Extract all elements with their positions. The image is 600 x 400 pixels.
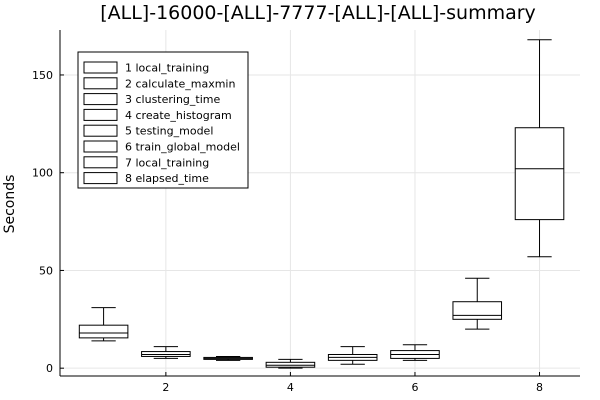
box-4 — [265, 358, 316, 369]
legend-swatch-1 — [83, 61, 118, 74]
box-8-iqr — [514, 127, 565, 221]
legend-label-7: 7 local_training — [125, 156, 209, 169]
x-tick-label-2: 2 — [162, 381, 169, 394]
box-8 — [514, 39, 565, 258]
legend-label-5: 5 testing_model — [125, 125, 213, 138]
legend-swatch-5 — [83, 124, 118, 137]
legend-label-2: 2 calculate_maxmin — [125, 77, 235, 90]
y-axis-label: Seconds — [2, 175, 18, 234]
legend-swatch-3 — [83, 93, 118, 106]
x-tick-label-4: 4 — [287, 381, 294, 394]
axes — [59, 30, 580, 377]
x-tick-label-8: 8 — [536, 381, 543, 394]
legend-label-6: 6 train_global_model — [125, 141, 240, 154]
y-tick-label-150: 150 — [32, 69, 53, 82]
box-7-iqr — [452, 301, 503, 320]
box-2 — [141, 346, 191, 359]
y-tick-label-100: 100 — [32, 167, 53, 180]
box-7 — [452, 277, 503, 330]
box-3 — [203, 355, 253, 361]
boxes — [78, 39, 565, 369]
box-1-iqr — [78, 324, 129, 339]
legend-swatch-4 — [83, 108, 118, 121]
box-1 — [78, 307, 129, 342]
legend-label-1: 1 local_training — [125, 62, 209, 75]
legend: 1 local_training 2 calculate_maxmin 3 clus… — [77, 51, 249, 189]
legend-swatch-7 — [83, 156, 118, 169]
legend-label-3: 3 clustering_time — [125, 93, 220, 106]
box-5 — [327, 346, 378, 365]
x-tick-label-6: 6 — [411, 381, 418, 394]
chart-title: [ALL]-16000-[ALL]-7777-[ALL]-[ALL]-summa… — [100, 2, 536, 24]
legend-label-4: 4 create_histogram — [125, 109, 232, 122]
y-tick-label-0: 0 — [46, 362, 53, 375]
y-tick-label-50: 50 — [39, 264, 53, 277]
legend-label-8: 8 elapsed_time — [125, 172, 209, 185]
legend-swatch-8 — [83, 172, 118, 185]
box-6 — [390, 344, 440, 361]
tick-labels: 2 4 6 8 0 50 100 150 — [32, 69, 543, 394]
legend-swatch-6 — [83, 140, 118, 153]
legend-swatch-2 — [83, 77, 118, 90]
